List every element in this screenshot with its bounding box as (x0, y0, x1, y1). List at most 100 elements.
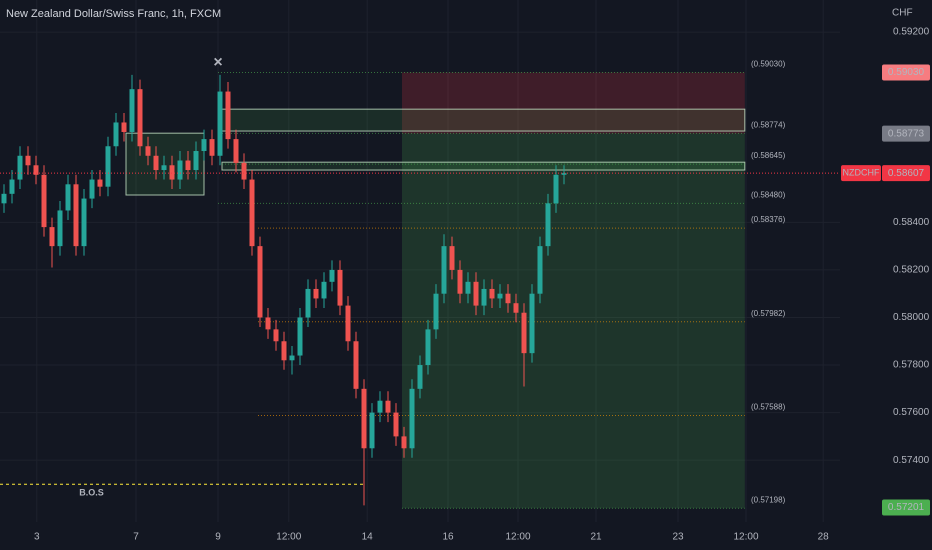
candle-body (313, 288, 319, 299)
candle-body (193, 151, 199, 171)
candle-body (121, 122, 127, 132)
level-label: (0.57198) (751, 495, 786, 504)
x-tick-label: 12:00 (276, 532, 301, 543)
level-label: (0.58774) (751, 121, 786, 130)
price-badge (882, 125, 930, 142)
candle-body (105, 146, 111, 187)
candle-body (473, 281, 479, 306)
candle-body (161, 165, 167, 171)
y-tick-label: 0.58400 (893, 217, 930, 228)
level-label: (0.59030) (751, 60, 786, 69)
x-tick-label: 7 (133, 532, 139, 543)
candle-body (113, 122, 119, 147)
symbol-badge (841, 165, 881, 182)
candle-body (297, 317, 303, 356)
candle-body (201, 139, 207, 152)
y-tick-label: 0.58000 (893, 312, 930, 323)
candle-body (393, 412, 399, 437)
candle-body (457, 269, 463, 294)
candle-body (497, 293, 503, 299)
candle-body (369, 412, 375, 449)
candle-body (1, 193, 7, 204)
y-tick-label: 0.59200 (893, 27, 930, 38)
candle-body (545, 203, 551, 247)
candle-body (329, 269, 335, 282)
candle-body (505, 293, 511, 304)
candle-body (145, 146, 151, 156)
candle-body (441, 246, 447, 294)
candle-body (73, 184, 79, 247)
candle-body (465, 281, 471, 294)
x-tick-label: 21 (590, 532, 602, 543)
candle-body (153, 155, 159, 171)
candle-body (537, 246, 543, 294)
price-badge (882, 165, 930, 182)
candle-body (561, 173, 567, 175)
candle-body (385, 400, 391, 413)
candle-body (401, 436, 407, 449)
candle-body (17, 155, 23, 180)
candle-body (265, 317, 271, 330)
candle-body (65, 184, 71, 211)
y-tick-label: 0.58200 (893, 265, 930, 276)
candle-body (81, 198, 87, 247)
price-axis (840, 0, 932, 550)
y-tick-label: 0.57600 (893, 407, 930, 418)
candles (1, 74, 567, 506)
grid (0, 0, 840, 522)
levels: (0.59030) (0.58774) (0.58645) (0.58480) (0.5… (218, 60, 786, 509)
candle-body (241, 162, 247, 180)
x-tick-label: 12:00 (505, 532, 530, 543)
x-tick-label: 9 (215, 532, 221, 543)
y-tick-label: 0.57800 (893, 360, 930, 371)
candle-body (361, 388, 367, 449)
candle-body (273, 329, 279, 342)
candle-body (41, 174, 47, 228)
currency: CHF (892, 8, 913, 19)
level-label: (0.58376) (751, 215, 786, 224)
level-label: (0.58645) (751, 151, 786, 160)
candle-body (513, 303, 519, 313)
candle-body (257, 246, 263, 318)
candle-body (289, 355, 295, 361)
zones (125, 72, 746, 509)
candle-body (481, 288, 487, 306)
candle-body (33, 165, 39, 175)
x-tick-label: 16 (442, 532, 454, 543)
candle-body (321, 281, 327, 299)
candle-body (337, 269, 343, 306)
zone (221, 161, 746, 171)
price-badge (882, 64, 930, 81)
candle-body (425, 329, 431, 366)
candle-body (217, 91, 223, 156)
candle-body (529, 293, 535, 354)
stop-zone (402, 72, 745, 134)
candle-body (233, 139, 239, 163)
candle-body (377, 400, 383, 413)
candle-body (89, 179, 95, 199)
annotations: B.O.S × (0, 54, 840, 498)
candle-body (97, 179, 103, 187)
axis-labels: 0.59200 0.58400 0.58200 0.58000 0.57800 0.576… (34, 27, 930, 543)
level-label: (0.58480) (751, 190, 786, 199)
y-tick-label: 0.57400 (893, 455, 930, 466)
candle-body (433, 293, 439, 330)
x-tick-label: 12:00 (733, 532, 758, 543)
chart-title: New Zealand Dollar/Swiss Franc, 1h, FXCM (6, 8, 221, 20)
x-tick-label: 23 (672, 532, 684, 543)
price-badge-label: 0.57201 (888, 502, 925, 513)
candle-body (185, 160, 191, 171)
candle-body (417, 365, 423, 389)
candle-body (345, 305, 351, 342)
candle-body (169, 165, 175, 180)
bos-label: B.O.S (79, 488, 104, 498)
price-badge-label: 0.59030 (888, 67, 925, 78)
price-badge-label: 0.58773 (888, 128, 925, 139)
candle-body (553, 174, 559, 204)
zone (221, 108, 746, 132)
candle-body (281, 341, 287, 361)
candle-body (49, 227, 55, 247)
candle-body (353, 341, 359, 389)
